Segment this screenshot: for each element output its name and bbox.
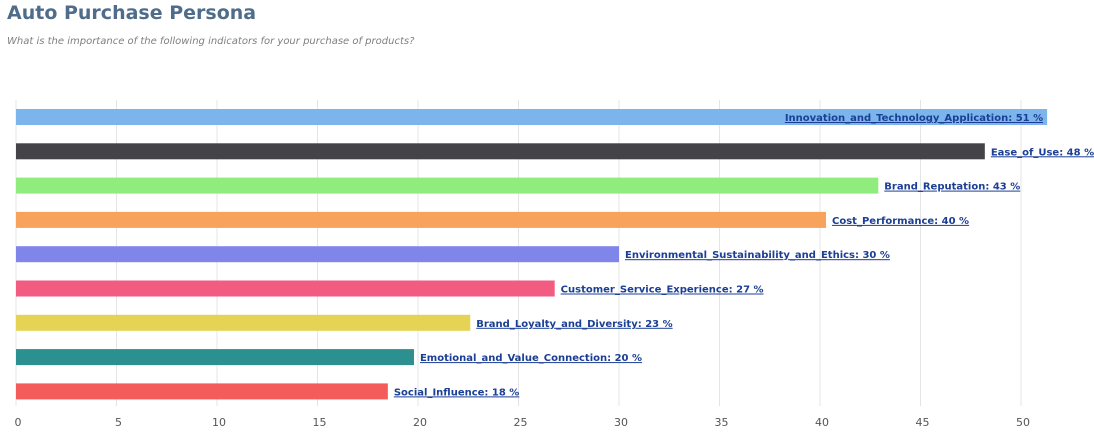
- bar-labels: Innovation_and_Technology_Application: 5…: [394, 113, 1094, 398]
- bar-brand-loyalty-and-diversity[interactable]: [16, 314, 471, 331]
- bar-label-brand-loyalty-and-diversity[interactable]: Brand_Loyalty_and_Diversity: 23 %: [476, 319, 672, 330]
- bar-label-environmental-sustainability-and-ethics[interactable]: Environmental_Sustainability_and_Ethics:…: [625, 250, 890, 261]
- bar-innovation-and-technology-application[interactable]: [16, 109, 1048, 125]
- bar-emotional-and-value-connection[interactable]: [16, 349, 414, 366]
- x-tick-label-25: 25: [514, 416, 528, 429]
- bar-ease-of-use[interactable]: [16, 143, 985, 160]
- x-tick-label-35: 35: [715, 416, 729, 429]
- bar-label-customer-service-experience[interactable]: Customer_Service_Experience: 27 %: [561, 285, 764, 296]
- x-tick-label-15: 15: [313, 416, 327, 429]
- bar-label-cost-performance[interactable]: Cost_Performance: 40 %: [832, 216, 969, 227]
- x-tick-label-45: 45: [916, 416, 930, 429]
- bar-label-social-influence[interactable]: Social_Influence: 18 %: [394, 387, 519, 398]
- bars: [16, 109, 1048, 400]
- bar-label-brand-reputation[interactable]: Brand_Reputation: 43 %: [884, 182, 1020, 193]
- bar-environmental-sustainability-and-ethics[interactable]: [16, 246, 619, 263]
- bar-social-influence[interactable]: [16, 383, 388, 400]
- x-tick-label-30: 30: [614, 416, 628, 429]
- x-tick-label-20: 20: [413, 416, 427, 429]
- x-tick-label-10: 10: [212, 416, 226, 429]
- x-tick-label-40: 40: [815, 416, 829, 429]
- bar-label-emotional-and-value-connection[interactable]: Emotional_and_Value_Connection: 20 %: [420, 353, 642, 364]
- bar-label-innovation-and-technology-application[interactable]: Innovation_and_Technology_Application: 5…: [785, 113, 1043, 124]
- chart-subtitle: What is the importance of the following …: [7, 36, 415, 47]
- bar-customer-service-experience[interactable]: [16, 280, 555, 297]
- bar-cost-performance[interactable]: [16, 211, 827, 228]
- bar-label-ease-of-use[interactable]: Ease_of_Use: 48 %: [991, 147, 1094, 158]
- x-tick-label-5: 5: [115, 416, 122, 429]
- bar-brand-reputation[interactable]: [16, 177, 879, 194]
- x-tick-label-0: 0: [15, 416, 22, 429]
- x-axis-ticks: 0 5 10 15 20 25 30 35 40 45 50: [15, 416, 1031, 429]
- x-tick-label-50: 50: [1016, 416, 1030, 429]
- chart-title: Auto Purchase Persona: [7, 2, 257, 24]
